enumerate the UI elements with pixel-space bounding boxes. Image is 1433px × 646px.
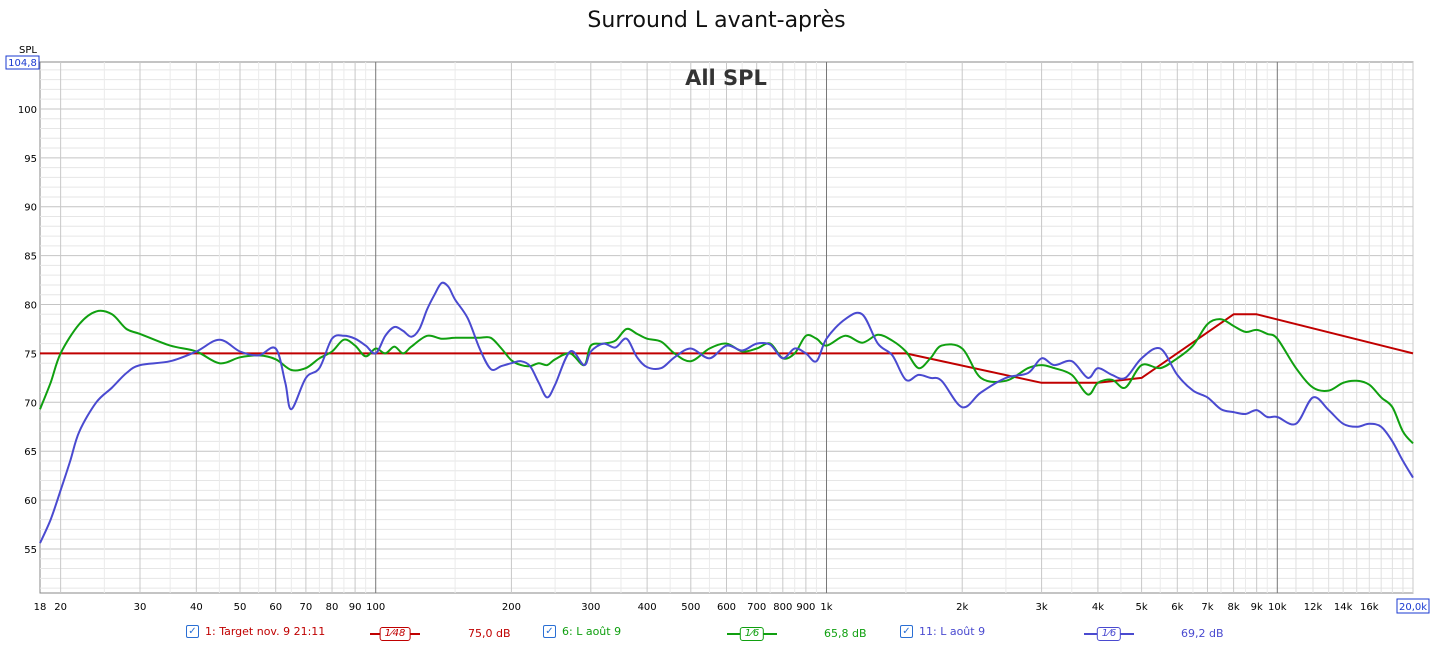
x-tick-label: 800	[773, 602, 792, 613]
legend-checkbox-target[interactable]: ✓	[186, 625, 199, 638]
x-tick-label: 30	[134, 602, 147, 613]
x-tick-label: 400	[638, 602, 657, 613]
x-tick-label: 16k	[1360, 602, 1379, 613]
x-tick-label: 12k	[1304, 602, 1323, 613]
x-tick-label: 2k	[956, 602, 968, 613]
y-tick-label: 75	[24, 349, 37, 360]
y-tick-label: 70	[24, 398, 37, 409]
x-tick-label: 700	[747, 602, 766, 613]
legend-label-blue: 11: L août 9	[919, 625, 986, 638]
x-tick-label: 4k	[1092, 602, 1104, 613]
x-right-box-frame[interactable]	[1396, 598, 1430, 614]
legend-checkbox-green[interactable]: ✓	[543, 625, 556, 638]
x-tick-label: 80	[326, 602, 339, 613]
series-line-target	[40, 313, 1414, 384]
x-tick-label: 18	[34, 602, 47, 613]
y-tick-label: 95	[24, 154, 37, 165]
x-tick-label: 50	[234, 602, 247, 613]
legend-swatch-green[interactable]: 1⁄6	[727, 627, 777, 641]
x-tick-label: 3k	[1036, 602, 1048, 613]
smoothing-label-green[interactable]: 1⁄6	[739, 627, 765, 641]
x-tick-label: 900	[796, 602, 815, 613]
y-tick-label: 55	[24, 545, 37, 556]
legend: ✓ 1: Target nov. 9 21:11 1⁄48 75,0 dB ✓ …	[0, 625, 1433, 645]
y-tick-label: 80	[24, 301, 37, 312]
y-tick-label: 85	[24, 252, 37, 263]
x-tick-label: 10k	[1268, 602, 1287, 613]
y-top-box-frame[interactable]	[5, 55, 40, 70]
series-line-blue	[39, 281, 1414, 544]
x-tick-label: 600	[717, 602, 736, 613]
y-axis-unit: SPL	[19, 45, 37, 56]
series-lines	[39, 281, 1414, 544]
y-tick-label: 100	[18, 105, 37, 116]
legend-swatch-blue[interactable]: 1⁄6	[1084, 627, 1134, 641]
x-axis-ticks: 18 20 30 40 50 60 70 80 90 100 200 300 400 500 600 700 8…	[34, 602, 1379, 613]
x-tick-label: 8k	[1228, 602, 1240, 613]
x-tick-label: 70	[300, 602, 313, 613]
x-tick-label: 200	[502, 602, 521, 613]
y-tick-label: 60	[24, 496, 37, 507]
x-tick-label: 1k	[820, 602, 832, 613]
x-tick-label: 5k	[1136, 602, 1148, 613]
legend-checkbox-blue[interactable]: ✓	[900, 625, 913, 638]
x-tick-label: 9k	[1251, 602, 1263, 613]
x-tick-label: 14k	[1334, 602, 1353, 613]
legend-label-target: 1: Target nov. 9 21:11	[205, 625, 326, 638]
x-tick-label: 90	[349, 602, 362, 613]
x-tick-label: 300	[581, 602, 600, 613]
legend-entry-green[interactable]: ✓ 6: L août 9	[543, 625, 621, 638]
grid	[39, 61, 1414, 594]
x-tick-label: 500	[681, 602, 700, 613]
y-tick-label: 65	[24, 447, 37, 458]
x-tick-label: 7k	[1201, 602, 1213, 613]
x-right-box[interactable]: 20,0k	[1399, 602, 1427, 613]
legend-swatch-target[interactable]: 1⁄48	[370, 627, 420, 641]
x-tick-label: 60	[269, 602, 282, 613]
x-tick-label: 20	[54, 602, 67, 613]
y-top-box[interactable]: 104,8	[8, 58, 37, 69]
legend-label-green: 6: L août 9	[562, 625, 622, 638]
smoothing-label-blue[interactable]: 1⁄6	[1096, 627, 1122, 641]
x-tick-label: 100	[366, 602, 385, 613]
x-tick-label: 40	[190, 602, 203, 613]
x-tick-label: 6k	[1171, 602, 1183, 613]
y-axis-ticks: 55 60 65 70 75 80 85 90 95 100	[18, 105, 37, 556]
legend-entry-target[interactable]: ✓ 1: Target nov. 9 21:11	[186, 625, 325, 638]
legend-entry-blue[interactable]: ✓ 11: L août 9	[900, 625, 985, 638]
y-tick-label: 90	[24, 203, 37, 214]
smoothing-label-target[interactable]: 1⁄48	[379, 627, 411, 641]
legend-value-target: 75,0 dB	[468, 627, 511, 640]
legend-value-blue: 69,2 dB	[1181, 627, 1224, 640]
overlay-label: All SPL	[685, 66, 767, 90]
chart-title: Surround L avant-après	[587, 8, 846, 33]
legend-value-green: 65,8 dB	[824, 627, 867, 640]
